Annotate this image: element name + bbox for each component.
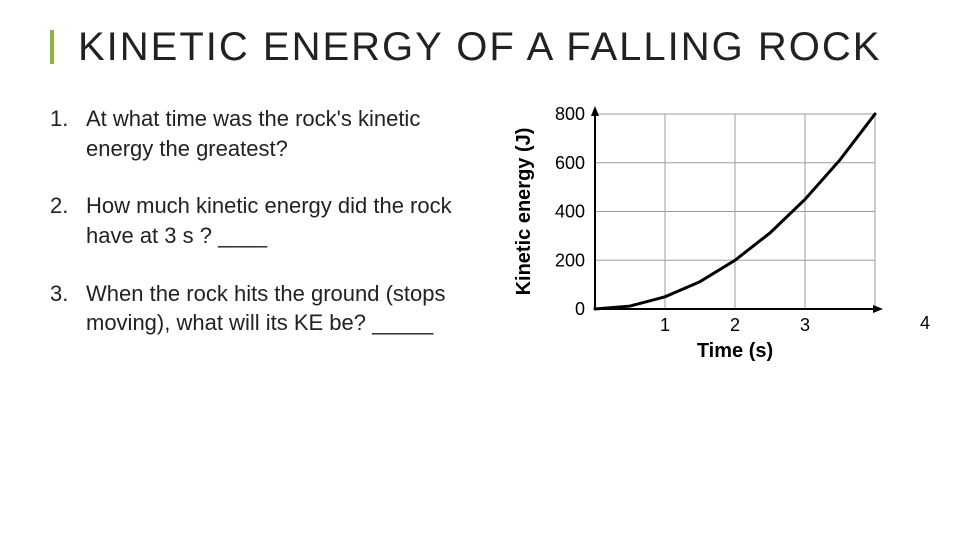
svg-text:Kinetic energy (J): Kinetic energy (J) <box>513 128 535 296</box>
svg-text:0: 0 <box>575 299 585 319</box>
title-block: KINETIC ENERGY OF A FALLING ROCK <box>50 24 910 70</box>
svg-text:600: 600 <box>555 153 585 173</box>
kinetic-energy-chart: 0 200 400 600 800 1 2 3 Kinetic energy (J) Time (… <box>500 104 900 364</box>
svg-text:200: 200 <box>555 250 585 270</box>
chart-container: 0 200 400 600 800 1 2 3 Kinetic energy (J) Time (… <box>500 104 910 366</box>
accent-bar <box>50 30 54 64</box>
question-item: How much kinetic energy did the rock hav… <box>50 191 480 250</box>
page-title: KINETIC ENERGY OF A FALLING ROCK <box>78 24 910 70</box>
question-item: At what time was the rock's kinetic ener… <box>50 104 480 163</box>
body-row: At what time was the rock's kinetic ener… <box>50 104 910 366</box>
svg-text:400: 400 <box>555 202 585 222</box>
svg-text:3: 3 <box>800 315 810 335</box>
svg-text:1: 1 <box>660 315 670 335</box>
svg-text:Time (s): Time (s) <box>697 340 773 362</box>
svg-text:2: 2 <box>730 315 740 335</box>
x-tick-extra: 4 <box>920 313 930 334</box>
questions-list: At what time was the rock's kinetic ener… <box>50 104 480 366</box>
slide: KINETIC ENERGY OF A FALLING ROCK At what… <box>0 0 960 540</box>
question-item: When the rock hits the ground (stops mov… <box>50 279 480 338</box>
svg-text:800: 800 <box>555 104 585 124</box>
